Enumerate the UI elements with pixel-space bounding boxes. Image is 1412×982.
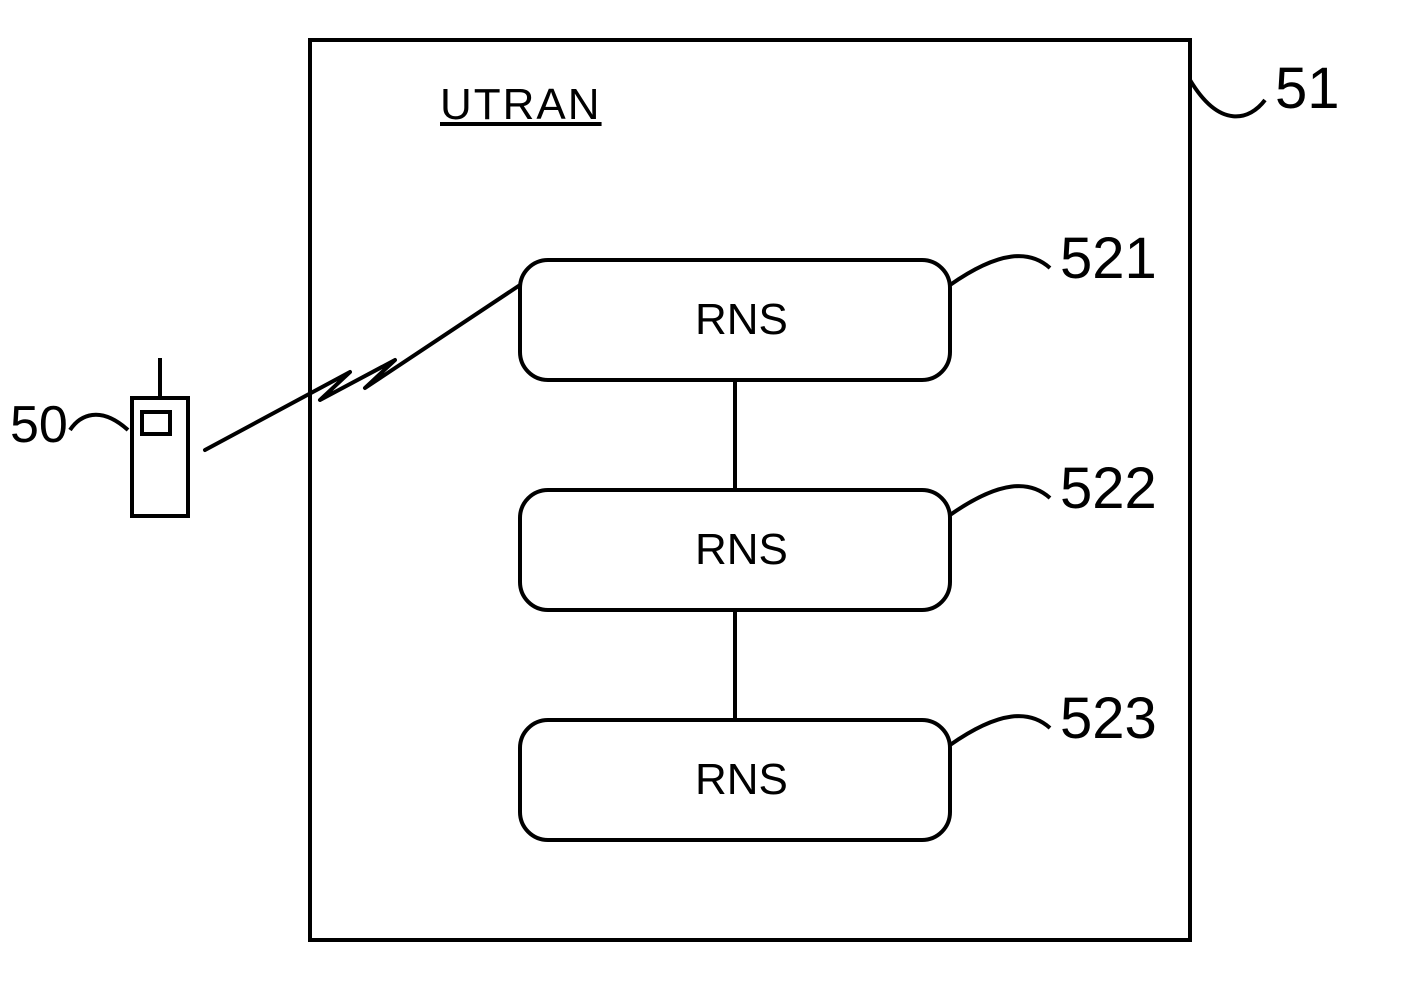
diagram-canvas xyxy=(0,0,1412,982)
mobile-device-icon xyxy=(132,358,188,516)
callout-curve-522 xyxy=(950,486,1050,515)
callout-50: 50 xyxy=(10,395,68,455)
callout-curve-51 xyxy=(1190,80,1265,116)
rns-label-2: RNS xyxy=(695,525,788,575)
callout-523: 523 xyxy=(1060,685,1157,752)
callout-curve-523 xyxy=(950,716,1050,745)
rns-label-1: RNS xyxy=(695,295,788,345)
wireless-link-icon xyxy=(205,285,520,450)
callout-curve-50 xyxy=(70,415,128,430)
utran-title: UTRAN xyxy=(440,80,602,130)
callout-521: 521 xyxy=(1060,225,1157,292)
rns-label-3: RNS xyxy=(695,755,788,805)
callout-curve-521 xyxy=(950,256,1050,285)
callout-522: 522 xyxy=(1060,455,1157,522)
callout-51: 51 xyxy=(1275,55,1340,122)
